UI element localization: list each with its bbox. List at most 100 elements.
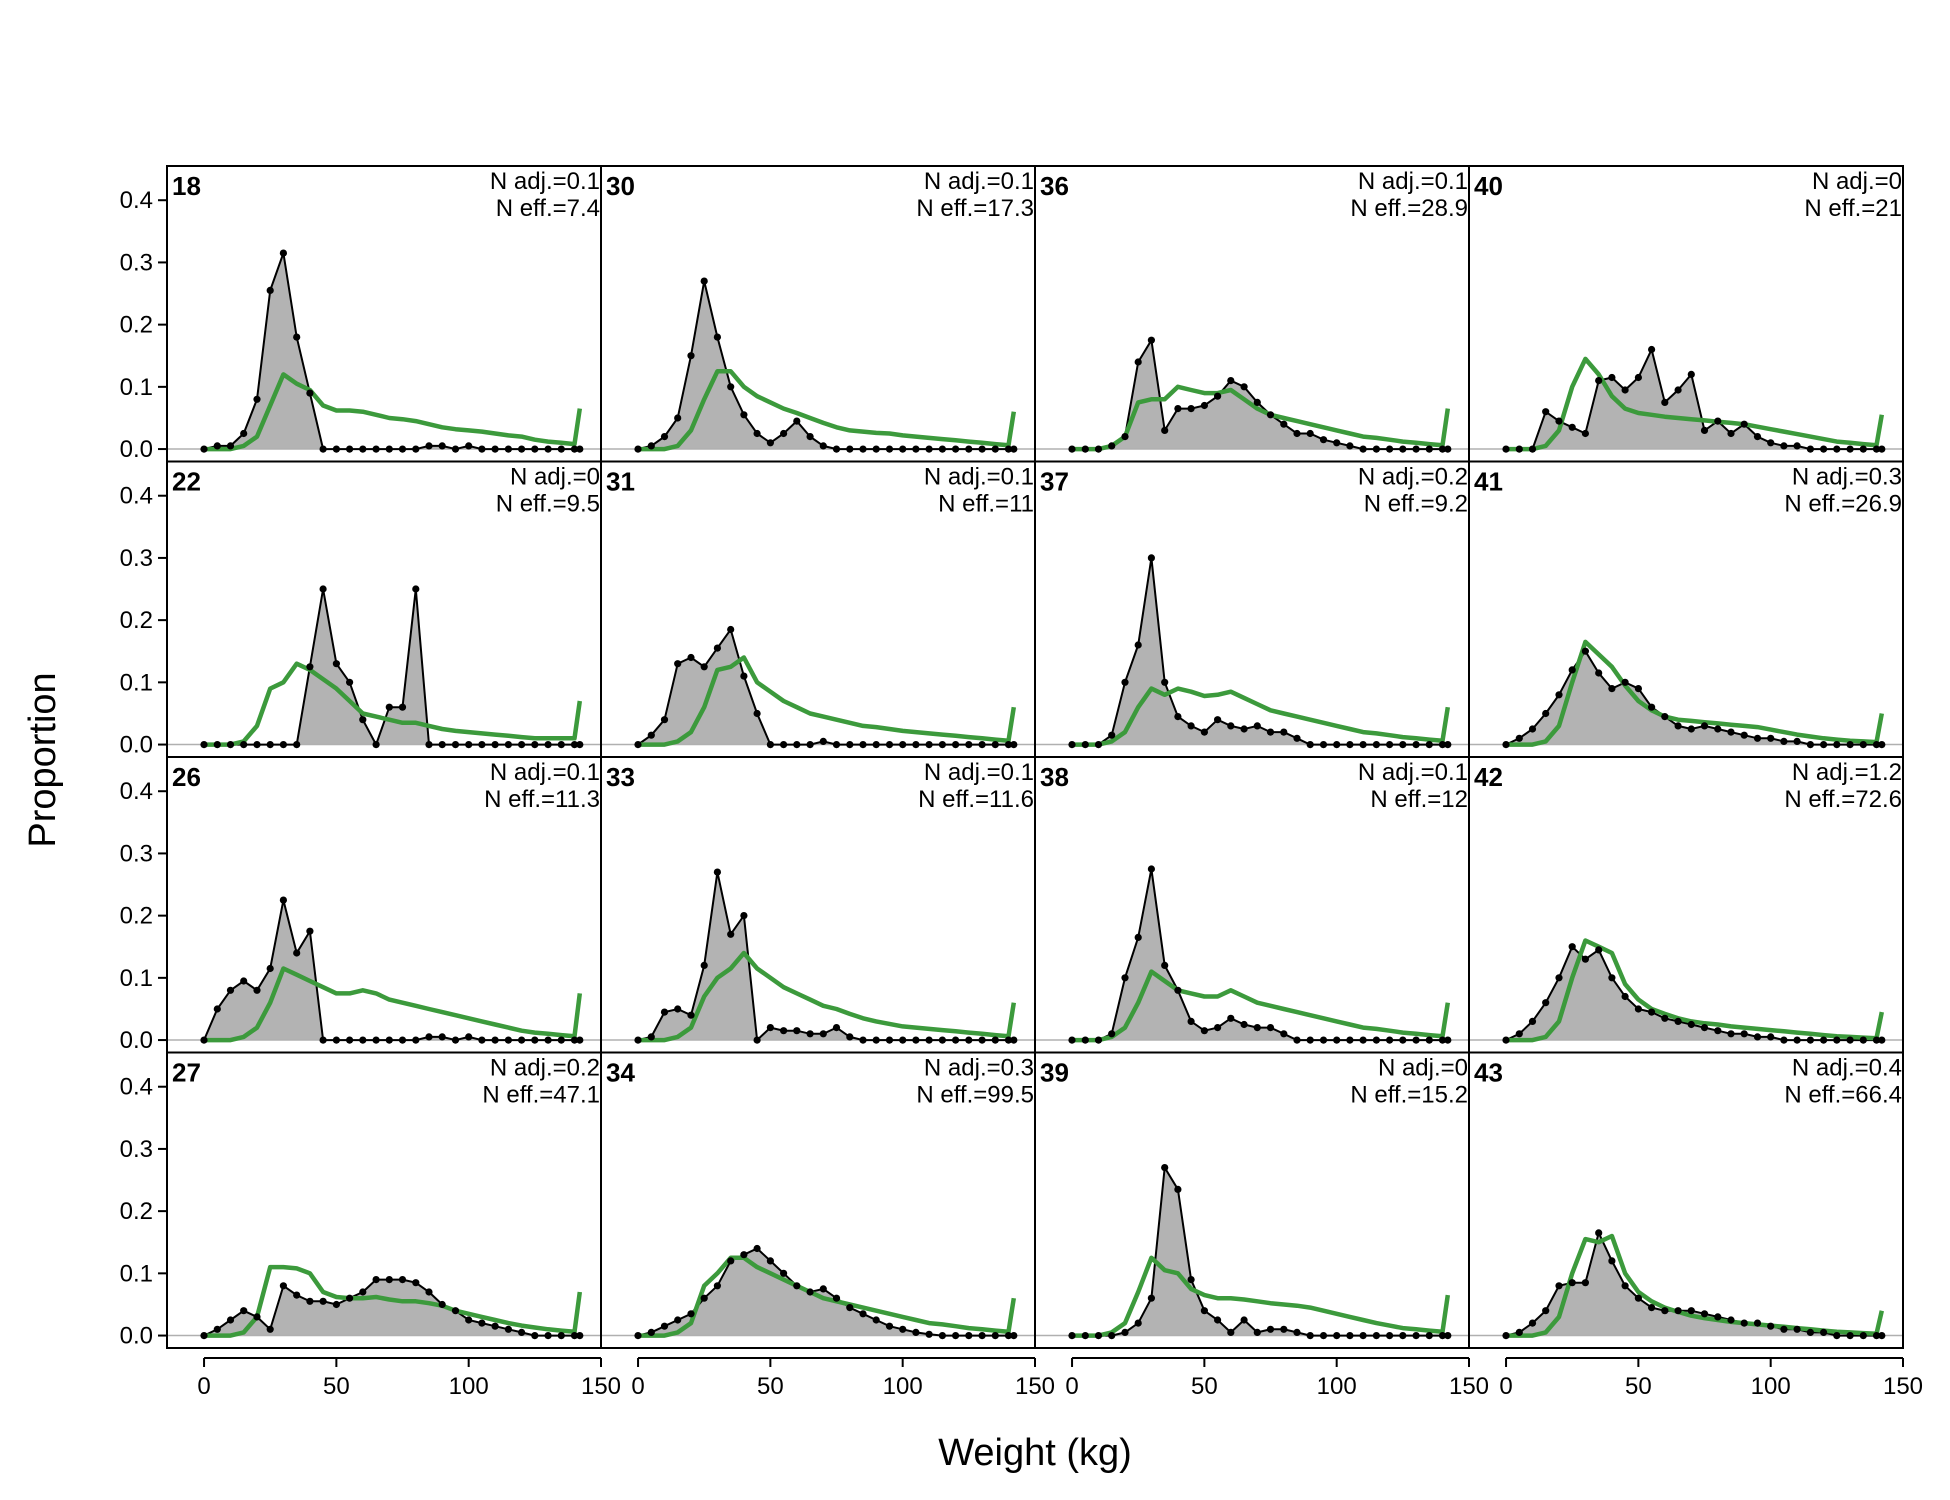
observed-point [1740, 420, 1748, 428]
expected-line [204, 661, 583, 747]
observed-point [753, 1036, 761, 1044]
observed-point [1568, 943, 1576, 951]
observed-point [700, 1294, 708, 1302]
observed-point [1608, 373, 1616, 382]
observed-point [899, 1325, 907, 1333]
observed-point [226, 1316, 235, 1324]
observed-point [372, 1276, 380, 1284]
observed-point [465, 1033, 473, 1041]
panel-label: 36 [1040, 171, 1069, 201]
observed-point [700, 961, 708, 970]
plot-area [1035, 1164, 1469, 1340]
plot-area [1035, 554, 1469, 749]
observed-point [1438, 1036, 1447, 1044]
observed-point [1266, 1325, 1275, 1333]
observed-point [925, 445, 933, 453]
n-adj-text: N adj.=0.1 [490, 168, 600, 195]
observed-point [504, 741, 512, 749]
n-eff-text: N eff.=99.5 [916, 1082, 1034, 1109]
plot-area [1469, 1229, 1903, 1340]
observed-point [1846, 1332, 1854, 1340]
observed-point [912, 445, 920, 453]
observed-point [451, 1036, 460, 1044]
observed-area [1072, 340, 1448, 450]
observed-point [1727, 1030, 1735, 1038]
observed-point [1714, 417, 1722, 425]
observed-point [660, 716, 669, 724]
observed-point [240, 1307, 248, 1315]
observed-point [425, 1288, 433, 1296]
observed-point [1108, 442, 1116, 450]
observed-point [531, 1036, 539, 1044]
observed-point [1319, 1036, 1328, 1044]
y-tick-label: 0.4 [120, 483, 153, 510]
observed-point [740, 411, 748, 419]
observed-point [531, 1332, 539, 1340]
plot-area [601, 625, 1035, 749]
observed-point [1528, 1319, 1537, 1327]
observed-point [1372, 741, 1380, 749]
observed-point [1068, 1036, 1076, 1044]
observed-point [1820, 445, 1828, 453]
panel-label: 31 [606, 467, 635, 497]
panel-33: 33 N adj.=0.1N eff.=11.6 [600, 756, 1036, 1054]
observed-point [346, 678, 354, 686]
observed-point [713, 333, 722, 341]
x-tick-label: 150 [581, 1373, 621, 1400]
observed-point [319, 445, 327, 453]
x-tick-label: 150 [1883, 1373, 1923, 1400]
panel-frame [1468, 1051, 1904, 1349]
observed-point [978, 1036, 986, 1044]
observed-point [1846, 1036, 1854, 1044]
x-tick-label: 150 [1015, 1373, 1055, 1400]
observed-point [1081, 1036, 1089, 1044]
expected-line [1072, 384, 1451, 452]
observed-point [1648, 703, 1656, 711]
observed-point [1306, 741, 1314, 749]
expected-line [1072, 1255, 1451, 1338]
observed-point [1740, 1319, 1748, 1327]
expected-line [204, 1264, 583, 1338]
observed-point [1068, 741, 1076, 749]
panel-30: 30 N adj.=0.1N eff.=17.3 [600, 165, 1036, 463]
observed-point [832, 445, 841, 453]
expected-line [638, 950, 1017, 1043]
observed-point [1555, 417, 1563, 425]
observed-point [398, 445, 407, 453]
observed-point [1634, 1294, 1642, 1302]
observed-point [1634, 373, 1642, 382]
observed-point [1174, 405, 1182, 413]
observed-point [832, 741, 841, 749]
y-tick-label: 0.1 [120, 965, 153, 992]
observed-point [1425, 1036, 1433, 1044]
observed-point [727, 625, 735, 634]
observed-point [1438, 741, 1447, 749]
observed-point [1700, 426, 1709, 434]
observed-point [978, 1332, 986, 1340]
n-adj-text: N adj.=0.1 [924, 759, 1034, 786]
observed-point [780, 1027, 788, 1035]
panel-38: 38 N adj.=0.1N eff.=12 [1034, 756, 1470, 1054]
observed-point [859, 1310, 867, 1318]
plot-area [167, 1264, 601, 1340]
observed-point [1661, 1307, 1669, 1315]
observed-point [700, 277, 708, 285]
observed-point [938, 1036, 947, 1044]
observed-point [478, 1036, 486, 1044]
observed-point [293, 1291, 301, 1299]
observed-point [832, 1024, 841, 1032]
x-tick-label: 50 [757, 1373, 784, 1400]
observed-point [1687, 1307, 1695, 1315]
observed-point [1319, 741, 1328, 749]
observed-point [531, 445, 539, 453]
n-adj-text: N adj.=0 [1812, 168, 1902, 195]
observed-point [1293, 429, 1301, 438]
observed-point [687, 1011, 695, 1019]
observed-point [1333, 741, 1341, 749]
panel-43: 43 N adj.=0.4N eff.=66.4 0 50 100 150 [1468, 1051, 1923, 1400]
observed-area [638, 629, 1014, 745]
observed-point [491, 1322, 499, 1330]
observed-point [1174, 713, 1182, 721]
observed-point [1253, 1328, 1261, 1336]
